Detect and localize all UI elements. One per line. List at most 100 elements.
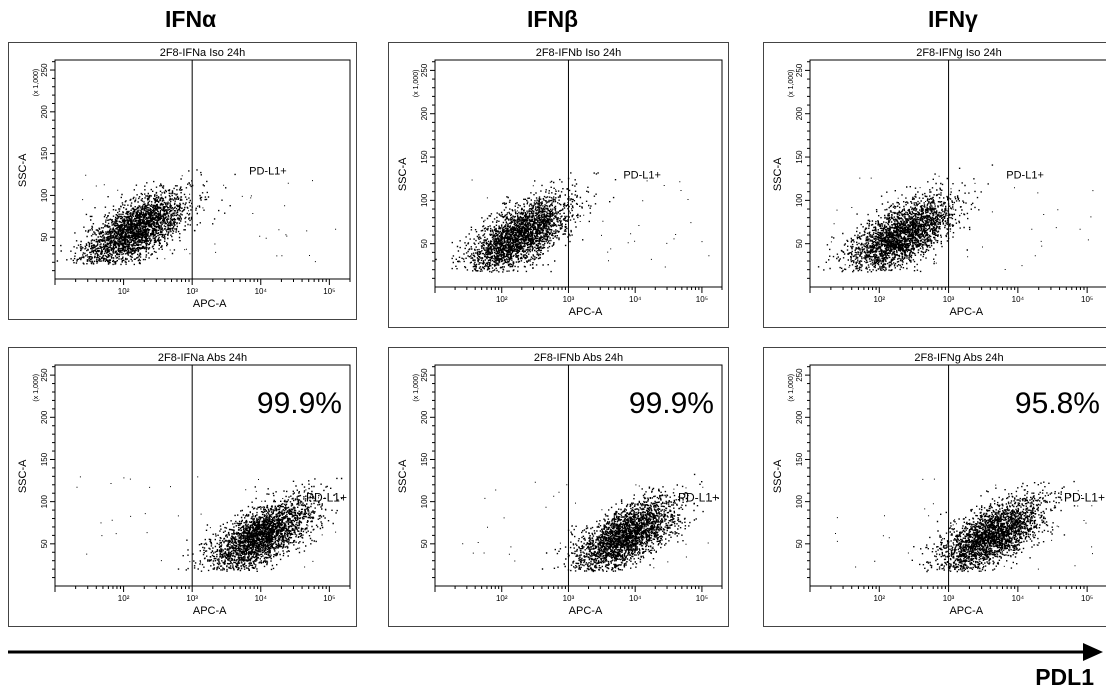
plot-frame	[54, 59, 351, 280]
y-tick-label: 150	[420, 452, 429, 466]
x-tick-label: 10³	[186, 287, 198, 296]
y-tick-label: 150	[795, 452, 804, 466]
x-tick-label: 10⁵	[696, 295, 708, 304]
y-tick-label: 150	[40, 146, 49, 160]
x-tick-label: 10²	[496, 295, 508, 304]
pdl1-axis-arrow	[8, 643, 1103, 661]
gate-percentage: 99.9%	[629, 387, 714, 420]
x-axis-ticks	[809, 586, 1088, 592]
y-axis-ticks	[805, 366, 810, 579]
x-axis-ticks	[54, 586, 351, 592]
flow-plot-ifna-isotype: 2F8-IFNa Iso 24h 10² 10³ 10⁴ 10⁵ APC-A 50 100 15…	[8, 42, 357, 320]
x-tick-label: 10⁵	[1081, 594, 1093, 603]
flow-plot-ifnb-antibody: 2F8-IFNb Abs 24h 10² 10³ 10⁴ 10⁵ APC-A 50 100 15…	[388, 347, 729, 627]
y-axis-ticks	[430, 61, 435, 279]
y-tick-label: 250	[795, 368, 804, 382]
x-tick-label: 10²	[118, 594, 130, 603]
gate-percentage: 95.8%	[1015, 387, 1100, 420]
x-tick-label: 10²	[874, 295, 886, 304]
y-axis-label: SSC-A	[772, 459, 784, 493]
flow-plot-ifna-antibody: 2F8-IFNa Abs 24h 10² 10³ 10⁴ 10⁵ APC-A 50 100 15…	[8, 347, 357, 627]
y-axis-ticks	[430, 366, 435, 579]
x-tick-label: 10⁴	[629, 295, 642, 304]
plot-title: 2F8-IFNa Iso 24h	[160, 47, 246, 59]
gate-percentage: 99.9%	[257, 387, 342, 420]
y-tick-label: 250	[420, 368, 429, 382]
y-axis-label: SSC-A	[17, 459, 29, 493]
pdl1-gate	[567, 364, 723, 587]
plot-title: 2F8-IFNg Abs 24h	[914, 352, 1003, 364]
y-axis-label: SSC-A	[17, 153, 29, 187]
y-axis-label: SSC-A	[772, 157, 784, 191]
y-scale-label: (x 1,000)	[413, 374, 420, 402]
scatter-cloud	[462, 473, 719, 573]
pdl1-gate	[191, 59, 351, 280]
pdl1-gate	[948, 364, 1106, 587]
y-tick-label: 50	[40, 232, 49, 241]
x-tick-label: 10³	[186, 594, 198, 603]
x-tick-label: 10⁵	[323, 594, 335, 603]
y-tick-label: 50	[420, 539, 429, 548]
column-header-ifn-beta: IFNβ	[527, 6, 579, 32]
x-axis-label: APC-A	[193, 298, 227, 310]
x-tick-label: 10⁴	[629, 594, 642, 603]
y-scale-label: (x 1,000)	[33, 69, 40, 97]
scatter-cloud	[817, 164, 1094, 273]
x-axis-ticks	[434, 586, 723, 592]
y-tick-label: 200	[795, 410, 804, 424]
plot-title: 2F8-IFNg Iso 24h	[916, 47, 1002, 59]
gate-label: PD-L1+	[623, 170, 661, 182]
y-tick-label: 250	[795, 63, 804, 77]
x-tick-label: 10³	[563, 594, 575, 603]
scatter-cloud	[835, 478, 1093, 573]
y-scale-label: (x 1,000)	[788, 374, 795, 402]
y-tick-label: 250	[40, 368, 49, 382]
pdl1-gate	[191, 364, 351, 587]
y-tick-label: 100	[420, 494, 429, 508]
flow-plot-ifng-antibody: 2F8-IFNg Abs 24h 10² 10³ 10⁴ 10⁵ APC-A 50 100 15…	[763, 347, 1106, 627]
y-tick-label: 100	[420, 193, 429, 207]
x-axis-label: APC-A	[949, 605, 983, 617]
y-tick-label: 250	[40, 63, 49, 77]
event-points	[817, 164, 1094, 273]
y-tick-label: 50	[795, 239, 804, 248]
gate-label: PD-L1+	[1006, 170, 1044, 182]
y-tick-label: 150	[795, 150, 804, 164]
x-axis-label: APC-A	[569, 306, 603, 318]
x-tick-label: 10⁴	[255, 287, 268, 296]
y-tick-label: 200	[40, 105, 49, 119]
x-axis-ticks	[434, 287, 723, 293]
y-tick-label: 200	[420, 410, 429, 424]
y-axis-label: SSC-A	[397, 459, 409, 493]
x-axis-label: APC-A	[949, 306, 983, 318]
event-points	[76, 476, 343, 572]
plot-title: 2F8-IFNb Iso 24h	[536, 47, 622, 59]
pdl1-gate	[948, 59, 1106, 288]
y-tick-label: 50	[795, 539, 804, 548]
plot-title: 2F8-IFNa Abs 24h	[158, 352, 247, 364]
gate-label: PD-L1+	[1064, 491, 1105, 505]
y-tick-label: 100	[795, 494, 804, 508]
scatter-cloud	[76, 476, 343, 572]
x-axis-label: APC-A	[193, 605, 227, 617]
event-points	[56, 169, 337, 266]
x-axis-ticks	[809, 287, 1088, 293]
x-axis-ticks	[54, 279, 351, 285]
y-axis-ticks	[50, 61, 55, 272]
y-tick-label: 100	[795, 193, 804, 207]
x-tick-label: 10⁵	[696, 594, 708, 603]
x-tick-label: 10³	[943, 295, 955, 304]
y-tick-label: 250	[420, 63, 429, 77]
x-tick-label: 10³	[563, 295, 575, 304]
scatter-cloud	[435, 172, 710, 273]
y-tick-label: 50	[420, 239, 429, 248]
column-header-ifn-alpha: IFNα	[165, 6, 217, 32]
gate-label: PD-L1+	[678, 491, 719, 505]
x-axis-label: APC-A	[569, 605, 603, 617]
x-tick-label: 10³	[943, 594, 955, 603]
x-tick-label: 10²	[496, 594, 508, 603]
scatter-cloud	[56, 169, 337, 266]
y-tick-label: 150	[420, 150, 429, 164]
gate-label: PD-L1+	[249, 166, 287, 178]
event-points	[835, 478, 1093, 573]
